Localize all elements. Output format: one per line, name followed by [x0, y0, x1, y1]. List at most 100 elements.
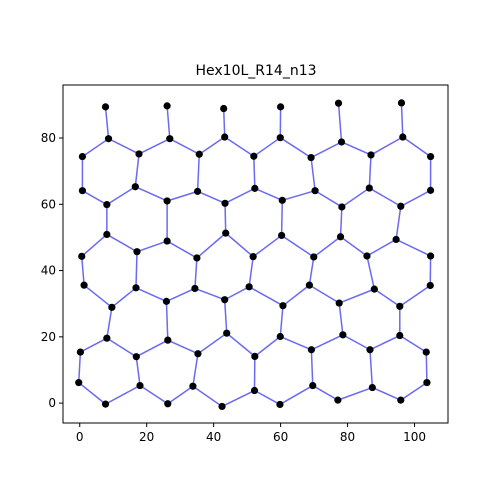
graph-node-19	[78, 187, 87, 195]
x-tick-label-20: 20	[139, 430, 154, 444]
graph-edge-98	[425, 352, 428, 383]
graph-node-80	[334, 396, 342, 404]
graph-node-55	[370, 285, 378, 293]
graph-edge-106	[279, 384, 314, 406]
graph-edge-64	[135, 287, 167, 303]
graph-node-0	[101, 103, 110, 111]
plot-frame	[62, 84, 449, 424]
graph-edge-43	[81, 233, 108, 257]
graph-node-26	[278, 196, 286, 204]
graph-edge-33	[314, 190, 343, 208]
graph-node-78	[276, 400, 284, 409]
graph-edge-20	[196, 154, 201, 192]
graph-node-3	[277, 103, 285, 111]
graph-edge-1	[166, 105, 171, 139]
graph-edge-108	[337, 386, 373, 401]
graph-node-75	[189, 382, 197, 390]
graph-edge-60	[366, 255, 376, 290]
graph-edge-12	[253, 137, 281, 157]
graph-edge-36	[400, 189, 431, 207]
graph-edge-7	[108, 138, 140, 155]
x-axis: 0 20 40 60 80 100	[76, 423, 426, 444]
y-tick-label-60: 60	[41, 197, 56, 211]
graph-node-58	[76, 348, 85, 356]
graph-node-24	[221, 199, 229, 207]
graph-node-83	[423, 378, 431, 387]
graph-node-48	[162, 297, 171, 305]
graph-edge-30	[224, 187, 256, 204]
graph-edge-27	[135, 186, 168, 202]
graph-node-54	[335, 299, 343, 307]
graph-edge-5	[400, 102, 404, 138]
graph-edge-10	[198, 136, 226, 155]
graph-edge-31	[254, 187, 283, 202]
graph-edge-8	[138, 138, 171, 155]
graph-edge-89	[342, 334, 371, 351]
graph-node-50	[221, 296, 229, 304]
graph-edge-19	[134, 153, 140, 187]
graph-edge-34	[341, 187, 370, 208]
x-tick-label-0: 0	[76, 430, 84, 444]
graph-edge-35	[368, 187, 402, 207]
graph-edge-69	[282, 284, 310, 307]
graph-node-1	[163, 102, 171, 110]
graph-edge-70	[309, 284, 340, 304]
graph-node-64	[251, 352, 259, 360]
graph-node-60	[132, 353, 140, 361]
graph-node-57	[426, 281, 434, 290]
graph-edge-96	[310, 349, 314, 386]
graph-node-37	[222, 229, 230, 237]
graph-edge-101	[139, 384, 169, 405]
y-tick-label-20: 20	[41, 330, 56, 344]
graph-edge-15	[341, 141, 372, 156]
graph-edge-65	[166, 287, 196, 303]
graph-edge-0	[104, 106, 110, 139]
graph-edge-56	[135, 251, 138, 288]
graph-node-70	[422, 348, 430, 356]
graph-edge-53	[366, 238, 397, 257]
graph-node-30	[397, 202, 405, 210]
x-tick-label-40: 40	[206, 430, 221, 444]
graph-node-39	[278, 231, 286, 240]
graph-edge-72	[373, 288, 401, 307]
graph-edge-105	[254, 389, 281, 406]
graph-edge-28	[166, 190, 198, 202]
graph-edge-93	[135, 356, 141, 386]
graph-edge-77	[279, 305, 284, 337]
graph-node-63	[223, 329, 231, 337]
graph-node-42	[363, 252, 371, 260]
graph-edge-54	[395, 238, 431, 257]
graph-edge-32	[282, 189, 316, 202]
graph-node-25	[251, 184, 259, 192]
graph-edge-63	[111, 287, 137, 308]
graph-node-34	[133, 248, 141, 256]
graph-node-22	[163, 197, 171, 205]
graph-edge-73	[399, 284, 431, 307]
graph-node-29	[365, 184, 373, 192]
graph-node-65	[276, 332, 284, 341]
graph-edge-21	[253, 156, 256, 189]
graph-node-2	[220, 104, 228, 113]
graph-edge-45	[136, 240, 168, 253]
graph-node-7	[104, 135, 113, 143]
graph-edge-109	[372, 386, 402, 401]
y-tick-label-0: 0	[48, 396, 56, 410]
graph-edge-102	[167, 385, 194, 405]
graph-node-32	[78, 252, 86, 260]
graph-node-33	[103, 230, 111, 239]
graph-edge-75	[165, 301, 169, 341]
y-axis: 0 20 40 60 80	[41, 131, 63, 410]
x-tick-label-100: 100	[403, 430, 426, 444]
graph-edge-97	[369, 349, 374, 388]
graph-node-6	[78, 152, 87, 161]
graph-edge-82	[135, 339, 169, 358]
graph-node-69	[396, 331, 404, 340]
graph-edge-84	[197, 332, 228, 355]
graph-node-15	[337, 138, 346, 146]
graph-node-79	[309, 381, 317, 390]
graph-node-21	[131, 183, 139, 191]
graph-node-43	[392, 235, 400, 244]
y-tick-label-80: 80	[41, 131, 56, 145]
graph-edge-107	[312, 384, 339, 401]
graph-node-5	[397, 99, 406, 107]
